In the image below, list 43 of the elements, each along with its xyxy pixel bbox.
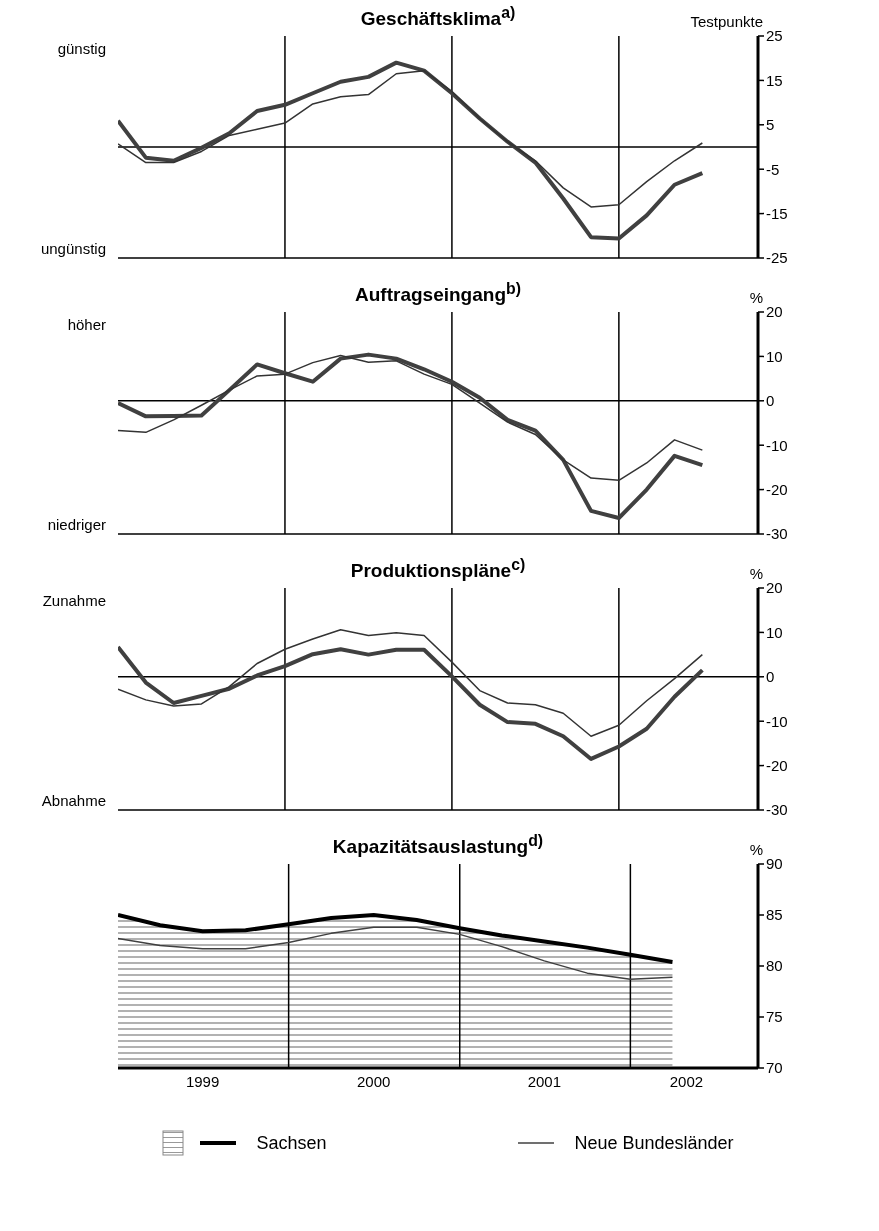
y-tick-label: 0 — [766, 392, 775, 410]
legend-label: Sachsen — [256, 1132, 327, 1154]
text: ungünstig — [39, 240, 106, 257]
x-tick-label: 2002 — [669, 1072, 704, 1090]
y-tick-label: -25 — [766, 249, 788, 267]
y-tick-label: 10 — [766, 347, 783, 365]
chart-title: Geschäftsklima$^{a)}$ — [360, 3, 516, 29]
chart-title: Produktionspläne$^{c)}$ — [350, 555, 526, 581]
y-tick-label: -20 — [766, 756, 788, 774]
chart-title: Kapazitätsauslastung$^{d)}$ — [332, 831, 544, 857]
y-tick-label: 5 — [766, 116, 775, 134]
y-tick-label: 20 — [766, 303, 783, 321]
y-tick-label: 90 — [766, 855, 783, 873]
y-tick-label: 25 — [766, 27, 783, 45]
y-axis-title: % — [749, 289, 763, 306]
y-tick-label: -10 — [766, 712, 788, 730]
y-tick-label: -30 — [766, 525, 788, 543]
legend-label: Neue Bundesländer — [574, 1132, 734, 1154]
text: Abnahme — [40, 792, 106, 809]
text: höher — [66, 316, 106, 333]
y-tick-label: -30 — [766, 801, 788, 819]
y-tick-label: -5 — [766, 160, 780, 178]
y-tick-label: 15 — [766, 71, 783, 89]
y-tick-label: -10 — [766, 436, 788, 454]
y-tick-label: 20 — [766, 579, 783, 597]
text: günstig — [56, 40, 106, 57]
y-axis-title: % — [749, 841, 763, 858]
y-tick-label: 10 — [766, 623, 783, 641]
y-tick-label: -20 — [766, 480, 788, 498]
y-tick-label: 75 — [766, 1008, 783, 1026]
y-axis-title: % — [749, 565, 763, 582]
y-tick-label: 0 — [766, 668, 775, 686]
y-tick-label: 85 — [766, 906, 783, 924]
y-tick-label: -15 — [766, 204, 788, 222]
x-tick-label: 2000 — [357, 1072, 391, 1090]
y-axis-title: Testpunkte — [690, 13, 763, 30]
text: niedriger — [46, 516, 106, 533]
x-tick-label: 2001 — [527, 1072, 562, 1090]
x-tick-label: 1999 — [185, 1072, 220, 1090]
y-tick-label: 70 — [766, 1059, 783, 1077]
chart-title: Auftragseingang$^{b)}$ — [355, 279, 521, 305]
text: Zunahme — [41, 592, 106, 609]
y-tick-label: 80 — [766, 957, 783, 975]
